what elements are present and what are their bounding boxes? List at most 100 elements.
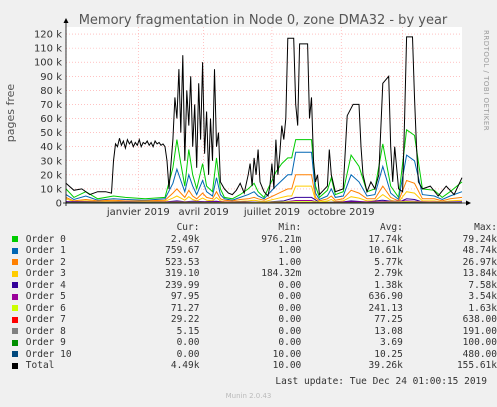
x-axis-arrow bbox=[466, 200, 471, 206]
y-tick-label: 30 k bbox=[40, 156, 62, 167]
plot-area bbox=[66, 27, 462, 203]
legend-avg: 636.90 bbox=[368, 291, 403, 302]
legend-row: Order 2 523.53 1.00 5.77k 26.97k bbox=[12, 257, 497, 269]
legend-swatch bbox=[12, 234, 24, 246]
legend-avg: 3.69 bbox=[379, 337, 403, 348]
legend-cur: 4.49k bbox=[170, 360, 200, 371]
legend-max: 100.00 bbox=[462, 337, 497, 348]
legend-swatch bbox=[12, 268, 24, 280]
legend-row: Order 9 0.00 0.00 3.69 100.00 bbox=[12, 337, 497, 349]
legend-max: 79.24k bbox=[462, 233, 497, 245]
legend-avg: 10.61k bbox=[368, 245, 403, 256]
legend-row: Order 0 2.49k 976.21m 17.74k 79.24k bbox=[12, 234, 497, 246]
legend-name: Order 5 bbox=[25, 291, 66, 302]
legend-name: Total bbox=[25, 360, 55, 371]
legend-min: 1.00 bbox=[278, 245, 302, 256]
legend-color-swatch bbox=[12, 316, 18, 323]
y-tick-labels: 0 10 k 20 k 30 k 40 k 50 k 60 k 70 k 80 k 90 k 100… bbox=[34, 30, 62, 210]
legend-swatch bbox=[12, 349, 24, 361]
legend-max: 638.00 bbox=[462, 314, 497, 325]
legend-body: Order 0 2.49k 976.21m 17.74k 79.24k Order 1 75… bbox=[12, 234, 497, 372]
legend-row: Order 6 71.27 0.00 241.13 1.63k bbox=[12, 303, 497, 315]
series-line-order-2 bbox=[65, 174, 463, 202]
legend-color-swatch bbox=[12, 293, 18, 300]
legend-color-swatch bbox=[12, 282, 18, 288]
legend-min: 0.00 bbox=[278, 314, 302, 325]
legend-max: 7.58k bbox=[468, 279, 497, 291]
legend-color-swatch bbox=[12, 270, 18, 277]
y-tick-label: 40 k bbox=[40, 142, 62, 153]
chart-title: Memory fragmentation in Node 0, zone DMA… bbox=[79, 13, 448, 28]
legend-max: 3.54k bbox=[468, 291, 497, 302]
legend-color-swatch bbox=[12, 305, 18, 311]
y-tick-label: 80 k bbox=[40, 86, 62, 97]
legend-cur: 97.95 bbox=[170, 291, 200, 302]
rrdtool-watermark: RRDTOOL / TOBI OETIKER bbox=[482, 30, 490, 131]
legend-max: 155.61k bbox=[456, 360, 497, 371]
y-tick-label: 0 bbox=[56, 199, 62, 210]
legend-cur: 319.10 bbox=[165, 268, 200, 279]
header-cur: Cur: bbox=[176, 222, 200, 233]
legend-avg: 5.77k bbox=[374, 256, 403, 268]
legend-swatch bbox=[12, 303, 24, 315]
legend-swatch bbox=[12, 360, 24, 372]
legend-color-swatch bbox=[12, 259, 18, 265]
legend-swatch bbox=[12, 291, 24, 303]
legend-row: Order 10 0.00 10.00 10.25 480.00 bbox=[12, 349, 497, 361]
legend-cur: 239.99 bbox=[165, 279, 200, 291]
y-tick-label: 10 k bbox=[40, 184, 62, 195]
legend-cur: 523.53 bbox=[165, 256, 200, 268]
y-tick-label: 20 k bbox=[40, 170, 62, 181]
legend-cur: 5.15 bbox=[176, 325, 200, 337]
legend-color-swatch bbox=[12, 339, 18, 346]
legend-cur: 2.49k bbox=[170, 233, 200, 245]
y-axis-arrow bbox=[63, 18, 69, 23]
series-line-order-1 bbox=[65, 151, 463, 201]
legend-name: Order 6 bbox=[25, 302, 66, 314]
y-tick-label: 70 k bbox=[40, 100, 62, 111]
x-tick-label: avril 2019 bbox=[178, 207, 228, 218]
legend-avg: 241.13 bbox=[368, 302, 403, 314]
legend-min: 0.00 bbox=[278, 337, 302, 348]
legend-avg: 10.25 bbox=[374, 348, 403, 360]
legend-avg: 1.38k bbox=[374, 279, 403, 291]
legend-swatch bbox=[12, 337, 24, 349]
legend-color-swatch bbox=[12, 362, 18, 369]
series-line-total bbox=[65, 36, 463, 198]
legend-min: 976.21m bbox=[261, 233, 302, 245]
y-tick-label: 100 k bbox=[34, 58, 62, 69]
legend-min: 1.00 bbox=[278, 256, 302, 268]
series-line-order-3 bbox=[65, 185, 463, 203]
legend-min: 184.32m bbox=[261, 268, 302, 279]
y-tick-label: 90 k bbox=[40, 72, 62, 83]
legend-min: 0.00 bbox=[278, 325, 302, 337]
legend-row: Order 1 759.67 1.00 10.61k 48.74k bbox=[12, 245, 497, 257]
legend-row: Order 8 5.15 0.00 13.08 191.00 bbox=[12, 326, 497, 338]
legend-row: Order 3 319.10 184.32m 2.79k 13.84k bbox=[12, 268, 497, 280]
legend-color-swatch bbox=[12, 351, 18, 357]
legend-swatch bbox=[12, 257, 24, 269]
legend-color-swatch bbox=[12, 236, 18, 242]
y-tick-label: 50 k bbox=[40, 128, 62, 139]
legend-name: Order 0 bbox=[25, 233, 66, 245]
legend-max: 191.00 bbox=[462, 325, 497, 337]
legend-swatch bbox=[12, 245, 24, 257]
munin-version: Munin 2.0.43 bbox=[225, 392, 272, 400]
legend-swatch bbox=[12, 280, 24, 292]
legend-cur: 29.22 bbox=[170, 314, 200, 325]
legend-row: Total 4.49k 10.00 39.26k 155.61k bbox=[12, 360, 497, 372]
legend-cur: 0.00 bbox=[176, 348, 200, 360]
legend-name: Order 8 bbox=[25, 325, 66, 337]
legend-max: 480.00 bbox=[462, 348, 497, 360]
legend-row: Order 7 29.22 0.00 77.25 638.00 bbox=[12, 314, 497, 326]
last-update: Last update: Tue Dec 24 01:00:15 2019 bbox=[275, 376, 487, 387]
legend-max: 1.63k bbox=[468, 302, 497, 314]
legend-cur: 0.00 bbox=[176, 337, 200, 348]
legend-color-swatch bbox=[12, 328, 18, 334]
legend-name: Order 10 bbox=[25, 348, 72, 360]
x-tick-label: juillet 2019 bbox=[243, 207, 300, 218]
legend-avg: 13.08 bbox=[374, 325, 403, 337]
x-tick-label: janvier 2019 bbox=[106, 207, 170, 218]
legend-min: 0.00 bbox=[278, 302, 302, 314]
